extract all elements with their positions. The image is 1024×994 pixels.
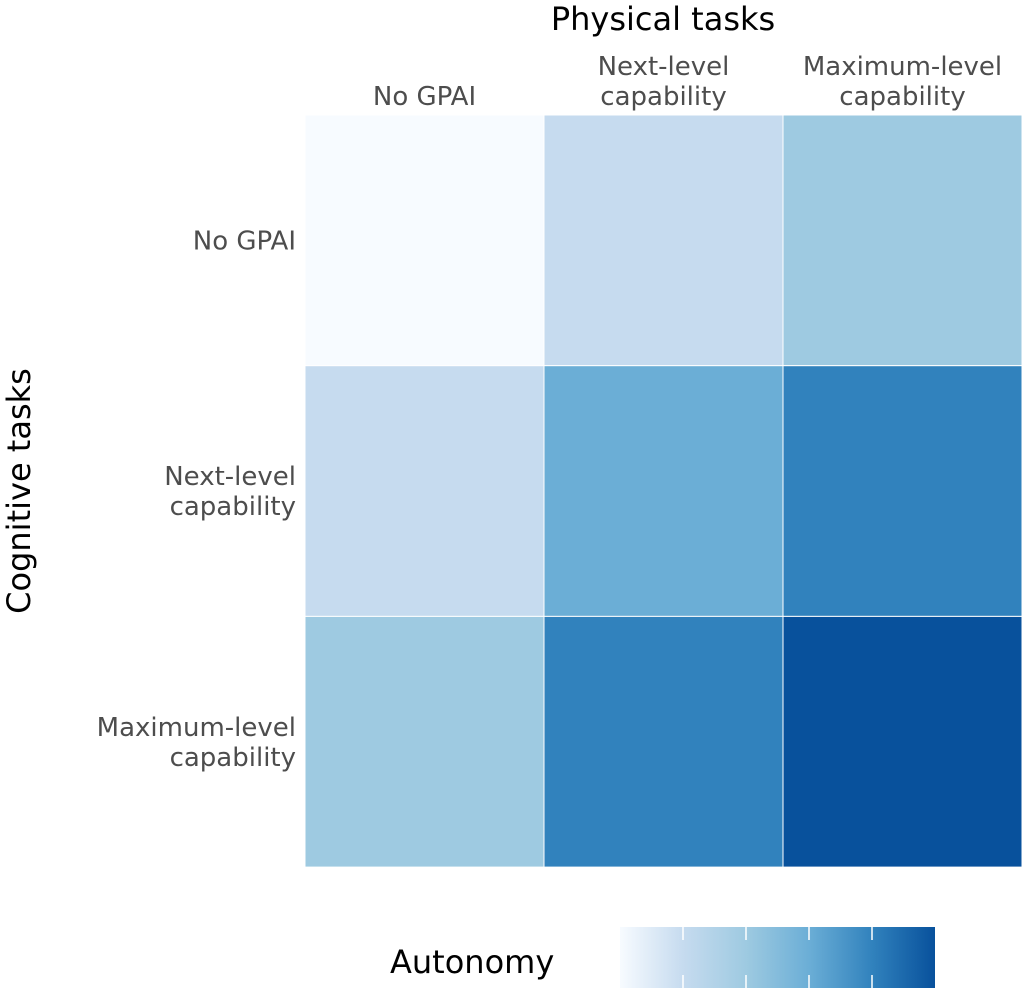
y-tick-label: Next-level capability (164, 462, 296, 522)
heatmap-cell (304, 114, 545, 367)
x-tick-label: Maximum-level capability (803, 52, 1002, 112)
heatmap-cell (304, 615, 545, 868)
x-tick-label: Next-level capability (598, 52, 730, 112)
y-tick-label: No GPAI (193, 226, 296, 256)
heatmap-cell (304, 365, 545, 617)
colorbar (620, 927, 935, 988)
heatmap-cell (782, 365, 1023, 617)
y-tick-label: Maximum-level capability (97, 713, 296, 773)
heatmap-cell (543, 114, 784, 367)
heatmap-cell (782, 114, 1023, 367)
y-axis-title: Cognitive tasks (0, 368, 38, 614)
heatmap-cell (782, 615, 1023, 868)
legend-title: Autonomy (390, 943, 554, 981)
x-axis-title: Physical tasks (551, 0, 775, 38)
x-tick-label: No GPAI (373, 82, 476, 112)
heatmap-cell (543, 365, 784, 617)
heatmap-cell (543, 615, 784, 868)
